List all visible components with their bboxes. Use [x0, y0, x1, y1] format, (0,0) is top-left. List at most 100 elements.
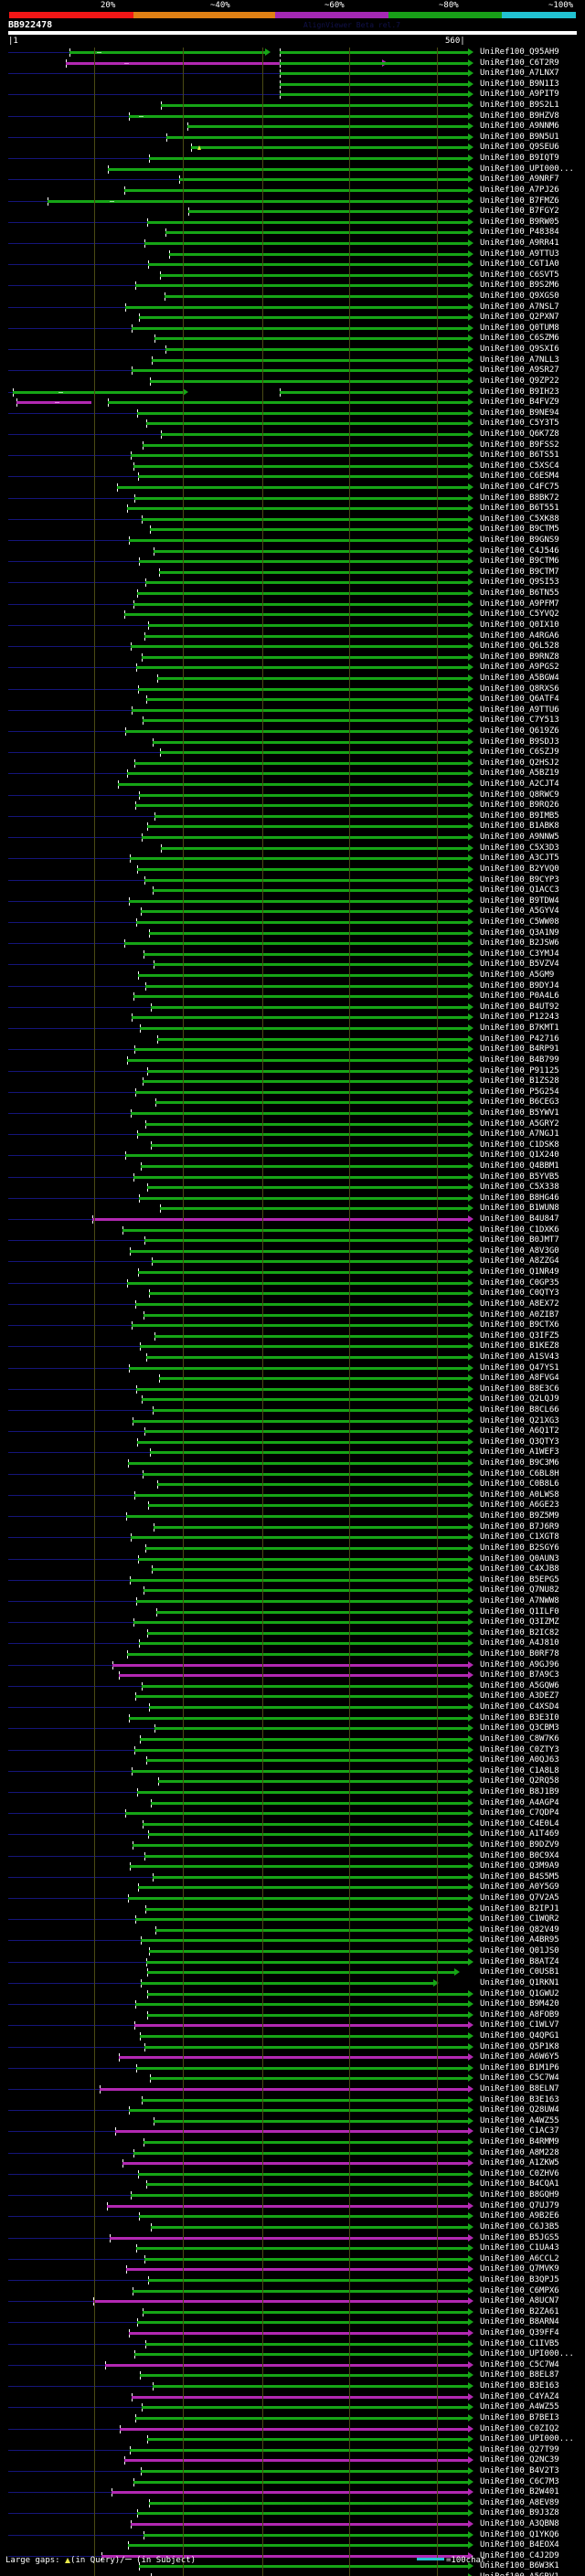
- alignment-segment[interactable]: [147, 1069, 468, 1073]
- hit-row[interactable]: UniRef100_C6J3B5: [0, 2222, 585, 2233]
- alignment-segment[interactable]: [119, 1674, 468, 1678]
- hit-row[interactable]: UniRef100_B9IQT9: [0, 154, 585, 164]
- hit-row[interactable]: UniRef100_A9B2E6: [0, 2211, 585, 2222]
- hit-row[interactable]: UniRef100_Q28UW4: [0, 2105, 585, 2116]
- alignment-segment[interactable]: [129, 1716, 468, 1720]
- hit-label[interactable]: UniRef100_Q6ATF4: [480, 694, 559, 705]
- hit-row[interactable]: UniRef100_A7NLL3: [0, 355, 585, 366]
- hit-row[interactable]: UniRef100_Q7NU82: [0, 1585, 585, 1596]
- hit-label[interactable]: UniRef100_B6TS51: [480, 451, 559, 461]
- hit-label[interactable]: UniRef100_B2W401: [480, 2487, 559, 2497]
- hit-row[interactable]: UniRef100_Q39FF4: [0, 2328, 585, 2339]
- hit-row[interactable]: UniRef100_Q2NC39: [0, 2455, 585, 2466]
- alignment-segment[interactable]: [144, 1430, 468, 1434]
- hit-label[interactable]: UniRef100_Q2RQ58: [480, 1776, 559, 1786]
- hit-label[interactable]: UniRef100_Q5P1K8: [480, 2041, 559, 2051]
- hit-row[interactable]: UniRef100_A4WZ55: [0, 2402, 585, 2413]
- hit-label[interactable]: UniRef100_B3E163: [480, 2094, 559, 2104]
- hit-label[interactable]: UniRef100_B9RW05: [480, 217, 559, 227]
- hit-row[interactable]: UniRef100_Q0AUN3: [0, 1554, 585, 1565]
- alignment-segment[interactable]: [148, 1504, 468, 1508]
- alignment-segment[interactable]: [165, 348, 468, 352]
- hit-label[interactable]: UniRef100_C4J2D9: [480, 2550, 559, 2560]
- hit-label[interactable]: UniRef100_Q27T99: [480, 2444, 559, 2454]
- hit-row[interactable]: UniRef100_A0QJ63: [0, 1755, 585, 1766]
- hit-row[interactable]: UniRef100_P5G254: [0, 1087, 585, 1098]
- hit-row[interactable]: UniRef100_B6W3K1: [0, 2561, 585, 2572]
- hit-row[interactable]: UniRef100_Q3IFZ5: [0, 1331, 585, 1342]
- alignment-segment[interactable]: [142, 1398, 468, 1402]
- hit-row[interactable]: UniRef100_B8CL66: [0, 1405, 585, 1416]
- hit-row[interactable]: UniRef100_B9TDW4: [0, 896, 585, 907]
- hit-label[interactable]: UniRef100_Q619Z6: [480, 726, 559, 736]
- hit-label[interactable]: UniRef100_B9N1I3: [480, 79, 559, 89]
- hit-row[interactable]: UniRef100_Q1X240: [0, 1150, 585, 1161]
- hit-label[interactable]: UniRef100_A7NGJ1: [480, 1129, 559, 1140]
- hit-row[interactable]: UniRef100_C6ESM4: [0, 472, 585, 482]
- hit-label[interactable]: UniRef100_B4FVZ9: [480, 398, 559, 408]
- alignment-segment[interactable]: [127, 507, 468, 511]
- hit-row[interactable]: UniRef100_B2ZA61: [0, 2307, 585, 2318]
- alignment-segment[interactable]: [137, 1133, 468, 1137]
- hit-label[interactable]: UniRef100_B7BEI3: [480, 2412, 559, 2422]
- alignment-segment[interactable]: [147, 1631, 468, 1635]
- hit-label[interactable]: UniRef100_A1WEF3: [480, 1447, 559, 1458]
- hit-label[interactable]: UniRef100_Q0AUN3: [480, 1553, 559, 1564]
- hit-row[interactable]: UniRef100_B8ELN7: [0, 2084, 585, 2095]
- alignment-segment[interactable]: [132, 369, 468, 373]
- hit-label[interactable]: UniRef100_B9CTX6: [480, 1320, 559, 1330]
- alignment-segment[interactable]: [135, 1302, 468, 1306]
- hit-row[interactable]: UniRef100_C5YVQ2: [0, 610, 585, 620]
- alignment-segment[interactable]: [151, 1005, 468, 1009]
- hit-row[interactable]: UniRef100_B4EOX4: [0, 2540, 585, 2551]
- alignment-segment[interactable]: [280, 72, 468, 76]
- hit-row[interactable]: UniRef100_Q2LQJ9: [0, 1394, 585, 1405]
- alignment-segment[interactable]: [66, 61, 382, 65]
- hit-label[interactable]: UniRef100_C1WLV7: [480, 2020, 559, 2030]
- hit-row[interactable]: UniRef100_Q82V49: [0, 1925, 585, 1936]
- hit-label[interactable]: UniRef100_A5BZ19: [480, 769, 559, 779]
- alignment-segment[interactable]: [154, 2119, 468, 2123]
- alignment-segment[interactable]: [131, 2194, 468, 2198]
- hit-row[interactable]: UniRef100_B7J6R9: [0, 1522, 585, 1533]
- hit-label[interactable]: UniRef100_C3YMJ4: [480, 949, 559, 959]
- hit-label[interactable]: UniRef100_B9C3M6: [480, 1458, 559, 1468]
- hit-row[interactable]: UniRef100_A9NRF7: [0, 175, 585, 186]
- hit-label[interactable]: UniRef100_A8ZZG4: [480, 1256, 559, 1267]
- hit-row[interactable]: UniRef100_Q1YKQ6: [0, 2530, 585, 2541]
- hit-label[interactable]: UniRef100_C5XK88: [480, 514, 559, 524]
- alignment-segment[interactable]: [107, 2204, 468, 2208]
- hit-label[interactable]: UniRef100_B0RF78: [480, 1649, 559, 1659]
- alignment-segment[interactable]: [137, 2321, 468, 2325]
- alignment-segment[interactable]: [134, 761, 468, 765]
- alignment-segment[interactable]: [144, 952, 468, 956]
- alignment-segment[interactable]: [154, 814, 468, 818]
- hit-label[interactable]: UniRef100_C5C7W4: [480, 2359, 559, 2369]
- hit-label[interactable]: UniRef100_B9IQT9: [480, 154, 559, 164]
- hit-label[interactable]: UniRef100_C5X3D3: [480, 843, 559, 853]
- hit-label[interactable]: UniRef100_Q4QPG1: [480, 2030, 559, 2041]
- alignment-segment[interactable]: [147, 1186, 468, 1190]
- alignment-segment[interactable]: [133, 1419, 468, 1423]
- hit-row[interactable]: UniRef100_P42716: [0, 1034, 585, 1045]
- hit-row[interactable]: UniRef100_Q9ZP22: [0, 376, 585, 387]
- hit-row[interactable]: UniRef100_B1KEZ8: [0, 1341, 585, 1352]
- hit-row[interactable]: UniRef100_C6C7M3: [0, 2477, 585, 2488]
- alignment-segment[interactable]: [136, 1387, 468, 1391]
- hit-row[interactable]: UniRef100_A8UCN7: [0, 2296, 585, 2307]
- hit-label[interactable]: UniRef100_C0B8L6: [480, 1479, 559, 1489]
- hit-row[interactable]: UniRef100_C5X338: [0, 1182, 585, 1193]
- hit-label[interactable]: UniRef100_B9DYJ4: [480, 981, 559, 991]
- hit-row[interactable]: UniRef100_B2IC82: [0, 1628, 585, 1639]
- alignment-segment[interactable]: [149, 1950, 468, 1954]
- alignment-segment[interactable]: [154, 1334, 468, 1338]
- hit-label[interactable]: UniRef100_A1SV43: [480, 1352, 559, 1362]
- hit-row[interactable]: UniRef100_B5VZV4: [0, 959, 585, 970]
- hit-label[interactable]: UniRef100_Q1ACC3: [480, 885, 559, 896]
- hit-row[interactable]: UniRef100_B7KMT1: [0, 1023, 585, 1034]
- hit-label[interactable]: UniRef100_B9CTM6: [480, 557, 559, 567]
- alignment-segment[interactable]: [131, 454, 468, 458]
- hit-row[interactable]: UniRef100_C0QTY3: [0, 1288, 585, 1299]
- hit-label[interactable]: UniRef100_C4YAZ4: [480, 2391, 559, 2401]
- alignment-segment[interactable]: [139, 793, 468, 797]
